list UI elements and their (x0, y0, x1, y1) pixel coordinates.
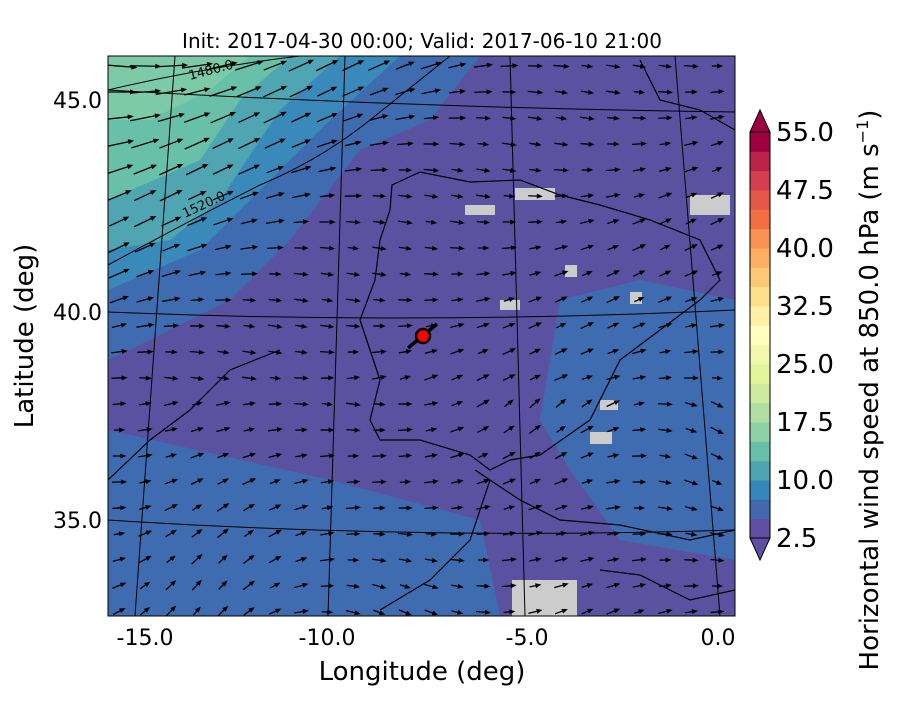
colorbar-tick-label: 47.5 (776, 176, 834, 206)
colorbar-band (750, 229, 770, 249)
plot-title: Init: 2017-04-30 00:00; Valid: 2017-06-1… (182, 29, 662, 53)
colorbar-label: Horizontal wind speed at 850.0 hPa (m s−… (853, 110, 885, 671)
colorbar-band (750, 190, 770, 210)
colorbar-band (750, 287, 770, 307)
x-tick-label: -5.0 (506, 626, 549, 651)
colorbar-band (750, 345, 770, 365)
colorbar-band (750, 441, 770, 461)
colorbar-band (750, 364, 770, 384)
y-axis-label: Latitude (deg) (10, 244, 40, 429)
colorbar-tick-label: 32.5 (776, 292, 834, 322)
colorbar-band (750, 306, 770, 326)
colorbar-band (750, 209, 770, 229)
y-tick-label: 40.0 (53, 301, 102, 326)
x-axis-label: Longitude (deg) (319, 657, 526, 687)
colorbar-band (750, 383, 770, 403)
colorbar-band (750, 519, 770, 539)
colorbar-tick-label: 25.0 (776, 350, 834, 380)
colorbar-band (750, 171, 770, 191)
colorbar-band (750, 422, 770, 442)
colorbar-band (750, 403, 770, 423)
colorbar-band (750, 325, 770, 345)
colorbar-tick-label: 17.5 (776, 408, 834, 438)
colorbar-tick-label: 40.0 (776, 234, 834, 264)
colorbar-tick-label: 55.0 (776, 118, 834, 148)
colorbar-extend-max (750, 110, 770, 132)
colorbar-band (750, 132, 770, 152)
colorbar-extend-min (750, 538, 770, 560)
colorbar (750, 110, 770, 560)
location-marker (416, 329, 430, 343)
colorbar-band (750, 461, 770, 481)
wind-vector (130, 66, 159, 67)
map-area: 1480.0 1520.0 (102, 56, 735, 616)
y-tick-label: 45.0 (53, 89, 102, 114)
x-tick-label: -10.0 (299, 626, 356, 651)
y-tick-label: 35.0 (53, 509, 102, 534)
colorbar-tick-label: 2.5 (776, 524, 817, 554)
colorbar-band (750, 499, 770, 519)
colorbar-band (750, 480, 770, 500)
colorbar-ticks: 2.5 10.0 17.5 25.0 32.5 40.0 47.5 55.0 (776, 118, 834, 554)
colorbar-band (750, 151, 770, 171)
colorbar-band (750, 248, 770, 268)
x-tick-label: -15.0 (117, 626, 174, 651)
colorbar-band (750, 267, 770, 287)
x-tick-label: 0.0 (701, 626, 736, 651)
colorbar-tick-label: 10.0 (776, 466, 834, 496)
